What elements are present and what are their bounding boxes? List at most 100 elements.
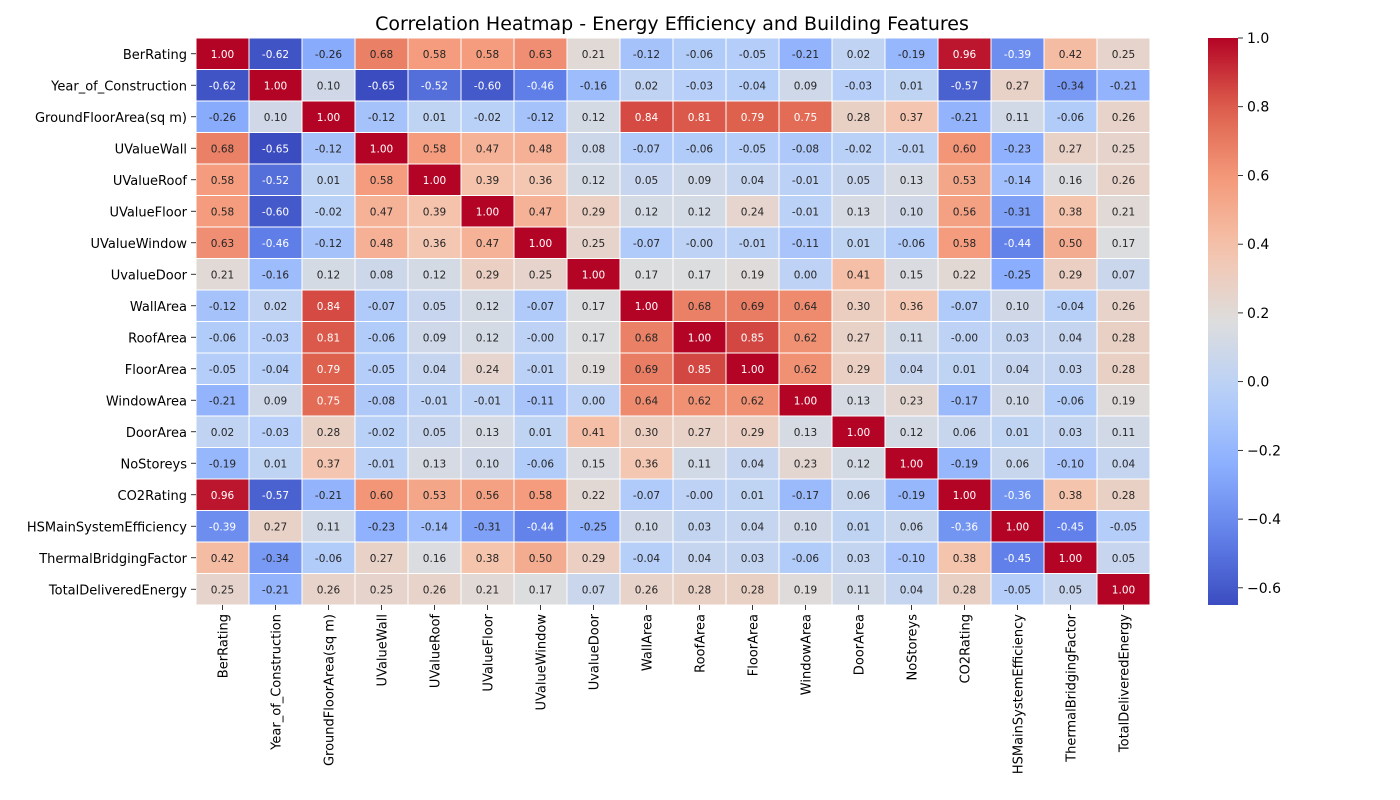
- cell-value-label: 0.05: [847, 175, 870, 187]
- cell-value-label: -0.39: [1004, 49, 1031, 61]
- cell-value-label: -0.21: [209, 395, 236, 407]
- cell-value-label: -0.39: [209, 521, 236, 533]
- cell-value-label: -0.12: [209, 301, 236, 313]
- cell-value-label: 1.00: [688, 332, 711, 344]
- cell-value-label: 0.27: [847, 332, 870, 344]
- cell-value-label: 0.01: [953, 364, 976, 376]
- cell-value-label: -0.05: [368, 364, 395, 376]
- heatmap-cell: [990, 226, 1045, 259]
- heatmap-cell: [884, 352, 939, 385]
- cell-value-label: 0.01: [1006, 427, 1029, 439]
- cell-value-label: 0.38: [953, 553, 976, 565]
- cell-value-label: 0.06: [1006, 458, 1030, 470]
- cell-value-label: -0.06: [686, 49, 713, 61]
- heatmap-cell: [301, 258, 356, 291]
- heatmap-cell: [354, 478, 409, 511]
- cell-value-label: 1.00: [953, 490, 976, 502]
- cell-value-label: 0.27: [1006, 80, 1029, 92]
- colorbar-tick-label: 0.6: [1247, 168, 1269, 184]
- heatmap-cell: [195, 69, 250, 102]
- cell-value-label: 0.41: [847, 269, 870, 281]
- heatmap-cell: [354, 321, 409, 354]
- heatmap-cell: [831, 69, 886, 102]
- column-label: GroundFloorArea(sq m): [323, 614, 338, 766]
- heatmap-cell: [831, 352, 886, 385]
- heatmap-cell: [831, 163, 886, 196]
- cell-value-label: 1.00: [1112, 584, 1135, 596]
- heatmap-cell: [248, 447, 303, 480]
- heatmap-cell: [990, 352, 1045, 385]
- colorbar-tick-label: 0.4: [1247, 237, 1269, 253]
- cell-value-label: -0.05: [739, 49, 766, 61]
- heatmap-cell: [195, 100, 250, 133]
- cell-value-label: 0.04: [1006, 364, 1030, 376]
- cell-value-label: 1.00: [317, 112, 340, 124]
- cell-value-label: 0.11: [1006, 112, 1029, 124]
- cell-value-label: -0.26: [315, 49, 342, 61]
- cell-value-label: 0.58: [953, 238, 976, 250]
- cell-value-label: -0.01: [792, 175, 819, 187]
- heatmap-cell: [566, 258, 621, 291]
- cell-value-label: 0.08: [582, 143, 605, 155]
- cell-value-label: -0.12: [527, 112, 554, 124]
- heatmap-cell: [566, 37, 621, 70]
- cell-value-label: 0.85: [688, 364, 711, 376]
- cell-value-label: 0.04: [741, 521, 765, 533]
- cell-value-label: 0.19: [1112, 395, 1135, 407]
- heatmap-cell: [195, 384, 250, 417]
- cell-value-label: -0.23: [1004, 143, 1031, 155]
- heatmap-cell: [725, 447, 780, 480]
- cell-value-label: 1.00: [264, 80, 287, 92]
- heatmap-cell: [725, 415, 780, 448]
- heatmap-cell: [195, 415, 250, 448]
- cell-value-label: 0.09: [794, 80, 817, 92]
- column-label: WallArea: [641, 614, 656, 671]
- column-label: Year_of_Construction: [270, 614, 285, 751]
- cell-value-label: 0.47: [370, 206, 393, 218]
- heatmap-cell: [778, 384, 833, 417]
- cell-value-label: 0.02: [847, 49, 870, 61]
- heatmap-cell: [407, 132, 462, 165]
- heatmap-cell: [990, 258, 1045, 291]
- cell-value-label: 0.28: [953, 584, 976, 596]
- heatmap-cell: [884, 384, 939, 417]
- heatmap-cell: [1043, 447, 1098, 480]
- heatmap-cell: [1096, 195, 1151, 228]
- heatmap-cell: [831, 289, 886, 322]
- cell-value-label: 0.36: [900, 301, 924, 313]
- cell-value-label: 0.12: [476, 301, 499, 313]
- cell-value-label: -0.10: [898, 553, 925, 565]
- cell-value-label: 0.25: [1112, 143, 1135, 155]
- cell-value-label: 0.10: [900, 206, 923, 218]
- cell-value-label: 1.00: [476, 206, 499, 218]
- colorbar-tick-label: −0.2: [1247, 443, 1281, 459]
- cell-value-label: -0.17: [792, 490, 819, 502]
- cell-value-label: 1.00: [370, 143, 393, 155]
- heatmap-cell: [1043, 163, 1098, 196]
- cell-value-label: 0.58: [423, 49, 446, 61]
- heatmap-cell: [1096, 258, 1151, 291]
- cell-value-label: 0.79: [741, 112, 764, 124]
- row-label: TotalDeliveredEnergy: [48, 583, 187, 598]
- heatmap-cell: [1043, 289, 1098, 322]
- cell-value-label: -0.07: [951, 301, 978, 313]
- cell-value-label: 0.02: [264, 301, 287, 313]
- heatmap-cell: [460, 321, 515, 354]
- cell-value-label: 0.19: [794, 584, 817, 596]
- cell-value-label: 0.28: [688, 584, 711, 596]
- heatmap-cell: [460, 100, 515, 133]
- cell-value-label: -0.57: [262, 490, 289, 502]
- column-label: NoStoreys: [906, 614, 921, 681]
- heatmap-cell: [301, 289, 356, 322]
- cell-value-label: 0.58: [370, 175, 393, 187]
- heatmap-cell: [990, 447, 1045, 480]
- cell-value-label: 0.75: [317, 395, 340, 407]
- heatmap-cell: [1043, 195, 1098, 228]
- cell-value-label: 0.05: [423, 301, 446, 313]
- cell-value-label: 0.37: [900, 112, 923, 124]
- heatmap-cell: [513, 478, 568, 511]
- cell-value-label: 0.60: [953, 143, 976, 155]
- heatmap-cell: [354, 384, 409, 417]
- cell-value-label: 0.25: [529, 269, 552, 281]
- heatmap-cell: [407, 447, 462, 480]
